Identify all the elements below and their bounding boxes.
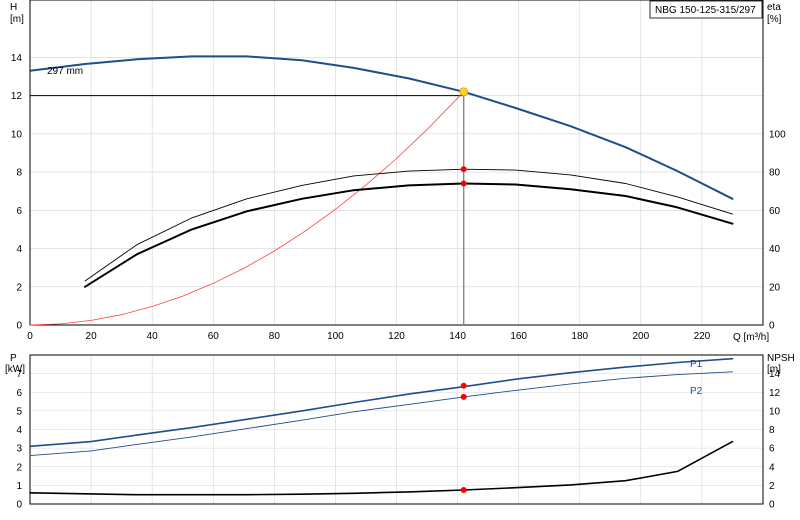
bottom-left-tick-label: 3	[16, 444, 22, 455]
top-left-tick-label: 14	[11, 53, 23, 64]
x-tick-label: 60	[208, 331, 220, 342]
impeller-diameter-label: 297 mm	[47, 66, 83, 77]
bottom-operating-point-marker	[460, 393, 467, 400]
top-left-tick-label: 8	[16, 168, 22, 179]
top-left-tick-label: 0	[16, 321, 22, 332]
top-right-tick-label: 80	[769, 168, 781, 179]
top-eta-total-line	[84, 182, 734, 288]
x-tick-label: 220	[694, 331, 711, 342]
chart-title: NBG 150-125-315/297	[655, 5, 756, 16]
marker-layer	[459, 87, 469, 494]
x-axis-label: Q [m³/h]	[733, 332, 769, 343]
bottom-right-tick-label: 4	[769, 462, 775, 473]
top-left-axis-title: H	[10, 2, 17, 13]
bottom-right-tick-label: 6	[769, 444, 775, 455]
top-system-curve-line	[29, 91, 465, 326]
bottom-left-tick-label: 2	[16, 462, 22, 473]
x-tick-label: 120	[388, 331, 405, 342]
bottom-right-axis-unit: [m]	[767, 364, 781, 375]
top-left-tick-label: 2	[16, 282, 22, 293]
top-operating-point-marker	[460, 180, 467, 187]
p2-series-label: P2	[690, 386, 703, 397]
label-layer: H [m] eta [%] NBG 150-125-315/297 297 mm…	[5, 0, 795, 511]
bottom-operating-point-marker	[460, 487, 467, 494]
bottom-npsh-line	[29, 440, 734, 496]
bottom-right-tick-label: 2	[769, 481, 775, 492]
top-eta-pump-line	[84, 168, 733, 282]
chart-title-box	[649, 0, 763, 19]
top-right-axis-unit: [%]	[767, 14, 782, 25]
bottom-right-axis-title: NPSH	[767, 353, 795, 364]
grid-layer	[30, 0, 763, 504]
bottom-left-tick-label: 0	[16, 500, 22, 511]
top-left-tick-label: 4	[16, 244, 22, 255]
top-right-tick-label: 100	[769, 129, 786, 140]
x-tick-label: 200	[632, 331, 649, 342]
top-head-extension-line	[29, 63, 86, 72]
top-left-tick-label: 10	[11, 129, 23, 140]
bottom-plot-frame	[29, 354, 764, 505]
series-layer	[29, 55, 734, 496]
top-left-axis-unit: [m]	[10, 14, 24, 25]
top-right-tick-label: 40	[769, 244, 781, 255]
bottom-right-tick-label: 10	[769, 406, 781, 417]
bottom-right-tick-label: 12	[769, 388, 781, 399]
x-tick-label: 20	[86, 331, 98, 342]
top-head-line	[29, 55, 734, 200]
p1-series-label: P1	[690, 359, 703, 370]
top-left-tick-label: 6	[16, 206, 22, 217]
bottom-left-tick-label: 7	[16, 369, 22, 380]
bottom-operating-point-marker	[460, 382, 467, 389]
x-tick-label: 160	[510, 331, 527, 342]
bottom-left-tick-label: 1	[16, 481, 22, 492]
bottom-left-tick-label: 4	[16, 425, 22, 436]
x-tick-label: 0	[27, 331, 33, 342]
top-right-axis-title: eta	[767, 2, 781, 13]
bottom-P1-line	[29, 357, 734, 448]
x-tick-label: 180	[571, 331, 588, 342]
bottom-right-tick-label: 8	[769, 425, 775, 436]
bottom-left-axis-unit: [kW]	[5, 364, 25, 375]
top-operating-point-marker	[460, 166, 467, 173]
top-right-tick-label: 0	[769, 321, 775, 332]
top-right-tick-label: 60	[769, 206, 781, 217]
bottom-right-tick-label: 14	[769, 369, 781, 380]
bottom-P2-line	[29, 371, 733, 457]
bottom-left-tick-label: 5	[16, 406, 22, 417]
top-plot-frame	[29, 0, 764, 326]
top-left-tick-label: 12	[11, 91, 23, 102]
top-right-tick-label: 20	[769, 282, 781, 293]
bottom-right-tick-label: 0	[769, 500, 775, 511]
x-tick-label: 40	[147, 331, 159, 342]
bottom-left-tick-label: 6	[16, 388, 22, 399]
axis-layer	[29, 0, 764, 505]
x-tick-label: 140	[449, 331, 466, 342]
bottom-left-axis-title: P	[10, 353, 17, 364]
x-tick-label: 100	[327, 331, 344, 342]
x-tick-label: 80	[269, 331, 281, 342]
top-operating-point-marker	[459, 87, 469, 97]
